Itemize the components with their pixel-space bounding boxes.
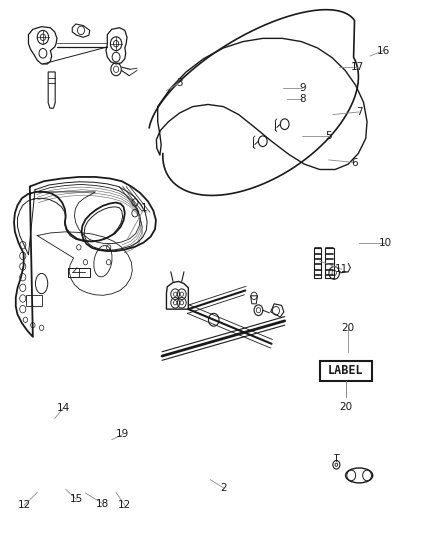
Bar <box>26 295 42 306</box>
Text: 17: 17 <box>350 62 364 71</box>
Text: 20: 20 <box>339 402 353 411</box>
Text: 20: 20 <box>342 323 355 333</box>
Text: 5: 5 <box>325 131 332 141</box>
Text: 10: 10 <box>379 238 392 247</box>
Bar <box>320 361 372 381</box>
Text: 11: 11 <box>335 264 348 274</box>
Text: 8: 8 <box>299 94 306 103</box>
Text: 6: 6 <box>351 158 358 167</box>
Text: LABEL: LABEL <box>328 365 364 377</box>
Text: 1: 1 <box>141 203 148 213</box>
Text: 12: 12 <box>18 500 31 510</box>
Text: 7: 7 <box>356 107 363 117</box>
Text: 3: 3 <box>176 78 183 87</box>
Text: 12: 12 <box>118 500 131 510</box>
Text: 14: 14 <box>57 403 70 413</box>
Text: 18: 18 <box>96 499 110 508</box>
Text: 16: 16 <box>377 46 390 55</box>
Text: 15: 15 <box>70 495 83 504</box>
Text: 9: 9 <box>299 83 306 93</box>
Text: 2: 2 <box>220 483 227 492</box>
Text: 19: 19 <box>116 430 129 439</box>
